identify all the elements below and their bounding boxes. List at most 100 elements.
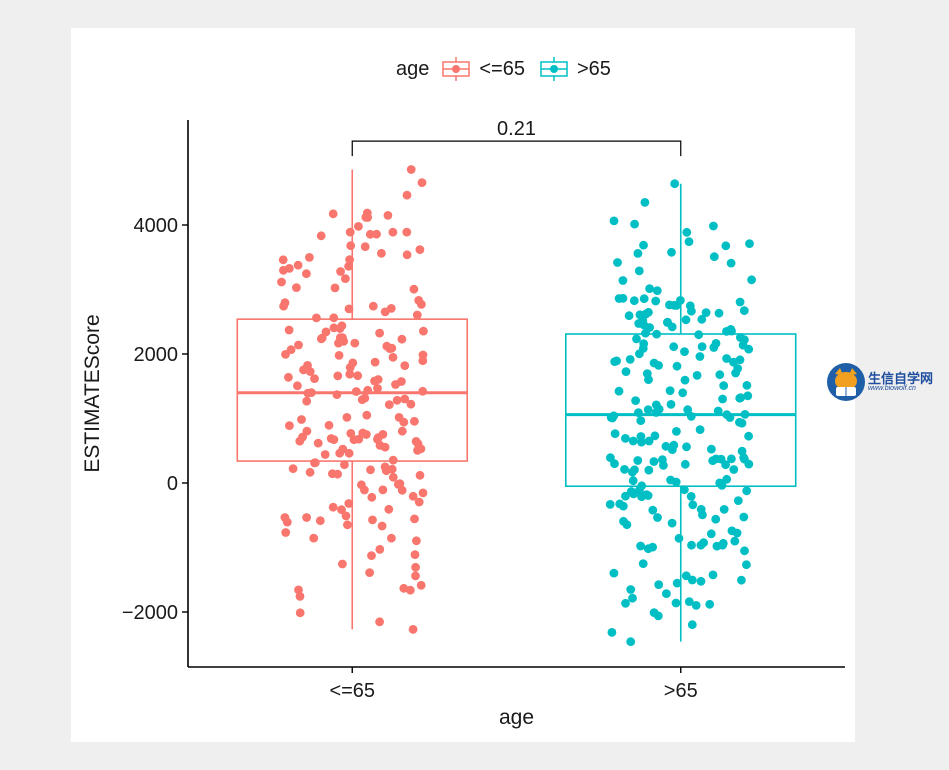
data-point: [711, 339, 721, 348]
data-point: [397, 334, 407, 344]
data-point: [697, 342, 707, 351]
data-point: [357, 480, 366, 490]
data-point: [735, 297, 745, 307]
data-point: [377, 521, 387, 531]
data-point: [329, 435, 339, 444]
data-point: [338, 559, 347, 569]
data-point: [631, 396, 640, 405]
data-point: [671, 477, 681, 487]
data-point: [684, 597, 694, 606]
data-point: [698, 510, 707, 520]
data-point: [372, 229, 381, 239]
data-point: [607, 628, 617, 637]
y-tick-label: 2000: [134, 344, 179, 366]
data-point: [344, 261, 353, 271]
legend: age <=65 >65: [396, 56, 625, 82]
data-point: [654, 580, 664, 589]
data-point: [341, 511, 351, 521]
data-point: [739, 512, 749, 522]
data-point: [684, 237, 694, 247]
data-point: [315, 516, 325, 526]
data-point: [333, 469, 342, 479]
data-point: [651, 408, 661, 417]
data-point: [350, 338, 360, 348]
data-point: [742, 560, 751, 570]
data-point: [694, 330, 704, 340]
data-point: [278, 255, 288, 265]
data-point: [310, 374, 319, 383]
data-point: [680, 375, 690, 385]
data-point: [662, 589, 671, 598]
data-point: [637, 492, 646, 502]
data-point: [641, 328, 650, 338]
legend-label-gt65: >65: [576, 57, 611, 80]
data-point: [711, 514, 721, 524]
data-point: [639, 240, 648, 250]
data-point: [737, 575, 746, 585]
data-point: [638, 559, 648, 568]
data-point: [719, 381, 729, 390]
data-point: [670, 179, 680, 189]
data-point: [628, 467, 637, 477]
data-point: [335, 448, 345, 458]
data-point: [370, 357, 380, 367]
data-point: [292, 283, 301, 292]
data-point: [743, 391, 753, 401]
data-point: [288, 464, 298, 473]
data-point: [353, 371, 363, 381]
data-point: [628, 593, 637, 603]
data-point: [418, 386, 428, 396]
data-point: [721, 460, 730, 470]
data-point: [742, 486, 752, 496]
data-point: [609, 216, 619, 226]
data-point: [686, 492, 696, 501]
data-point: [666, 400, 676, 409]
data-point: [305, 367, 315, 376]
data-point: [373, 434, 382, 444]
data-point: [384, 504, 394, 514]
data-point: [377, 248, 386, 258]
data-point: [633, 249, 643, 258]
data-point: [676, 296, 685, 305]
legend-label-le65: <=65: [479, 57, 525, 80]
data-point: [634, 408, 643, 417]
data-point: [618, 276, 628, 285]
data-point: [626, 585, 636, 594]
data-point: [686, 412, 696, 421]
watermark-url: www.biowolf.cn: [868, 385, 916, 392]
data-point: [302, 269, 311, 279]
data-point: [365, 568, 374, 577]
data-point: [346, 241, 356, 251]
data-point: [281, 528, 291, 537]
legend-key-le65-icon: [442, 57, 471, 81]
data-point: [740, 410, 750, 419]
box: [236, 318, 469, 462]
comparison-bracket: [351, 140, 682, 157]
data-point: [340, 460, 349, 470]
data-point: [397, 426, 407, 436]
data-point: [731, 368, 740, 378]
watermark-logo: 生信自学网 www.biowolf.cn: [826, 362, 933, 402]
data-point: [378, 485, 388, 495]
data-point: [721, 241, 731, 251]
legend-key-gt65-icon: [540, 57, 568, 81]
data-point: [387, 533, 396, 543]
data-point: [293, 260, 303, 270]
data-point: [313, 438, 323, 448]
data-point: [412, 536, 421, 546]
data-point: [354, 222, 363, 231]
data-point: [344, 499, 354, 508]
data-point: [302, 396, 312, 406]
data-point: [342, 413, 352, 422]
data-point: [621, 491, 630, 501]
data-point: [614, 386, 624, 396]
data-point: [321, 327, 331, 337]
data-point: [375, 545, 385, 554]
data-point: [739, 306, 749, 315]
data-point: [419, 326, 428, 336]
data-point: [672, 427, 681, 436]
data-point: [305, 467, 315, 477]
data-point: [695, 425, 705, 434]
data-point: [682, 442, 691, 452]
data-point: [328, 209, 338, 219]
